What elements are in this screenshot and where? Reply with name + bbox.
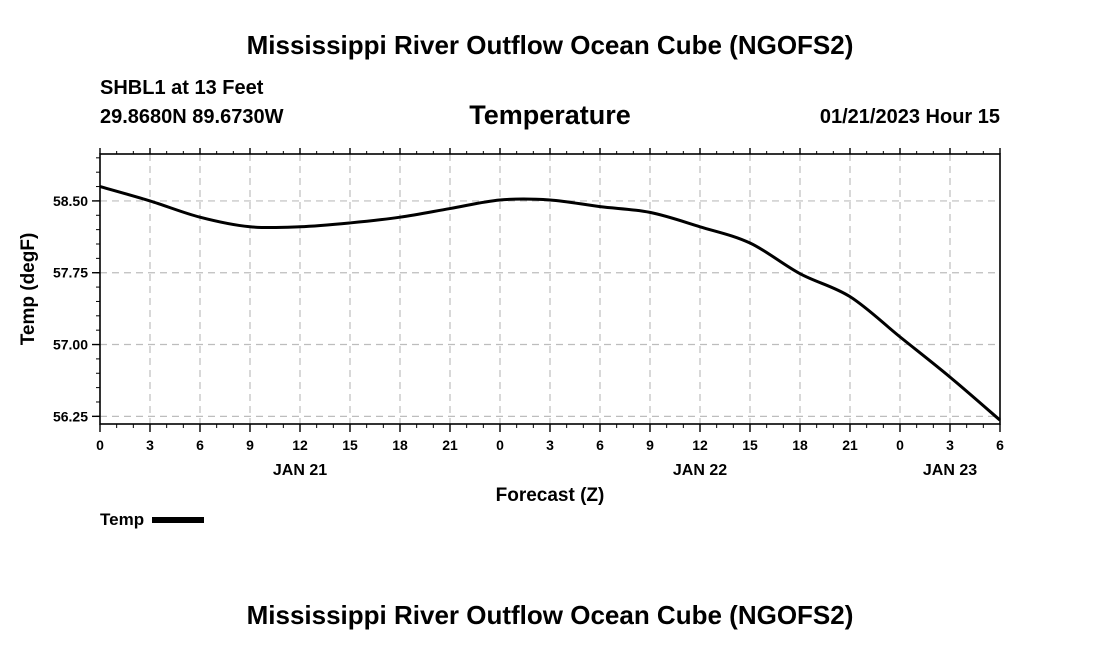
variable-title: Temperature xyxy=(469,100,631,130)
x-tick-label: 18 xyxy=(792,437,808,453)
main-title: Mississippi River Outflow Ocean Cube (NG… xyxy=(246,30,854,60)
x-tick-label: 6 xyxy=(196,437,204,453)
x-tick-label: 0 xyxy=(896,437,904,453)
x-tick-label: 3 xyxy=(146,437,154,453)
day-label-2: JAN 23 xyxy=(923,462,977,479)
legend-line-swatch xyxy=(152,517,205,523)
x-tick-label: 18 xyxy=(392,437,408,453)
y-tick-label: 57.75 xyxy=(53,265,88,281)
y-axis-title: Temp (degF) xyxy=(18,233,39,346)
y-tick-label: 58.50 xyxy=(53,193,88,209)
x-tick-label: 12 xyxy=(292,437,308,453)
series-line-temp xyxy=(99,185,1001,422)
station-label: SHBL1 at 13 Feet xyxy=(100,77,264,99)
x-tick-label: 21 xyxy=(442,437,458,453)
forecast-datetime: 01/21/2023 Hour 15 xyxy=(819,106,1000,128)
x-tick-label: 9 xyxy=(246,437,254,453)
x-tick-label: 9 xyxy=(646,437,654,453)
x-tick-label: 15 xyxy=(342,437,358,453)
x-tick-label: 15 xyxy=(742,437,758,453)
y-tick-label: 56.25 xyxy=(53,408,88,424)
station-coordinates: 29.8680N 89.6730W xyxy=(100,106,284,128)
x-tick-label: 6 xyxy=(996,437,1004,453)
day-label-0: JAN 21 xyxy=(273,462,327,479)
chart-legend: Temp xyxy=(100,510,205,530)
x-tick-label: 6 xyxy=(596,437,604,453)
legend-label: Temp xyxy=(100,510,145,529)
footer-title: Mississippi River Outflow Ocean Cube (NG… xyxy=(246,600,854,630)
day-label-1: JAN 22 xyxy=(673,462,727,479)
x-tick-label: 12 xyxy=(692,437,708,453)
x-axis-title: Forecast (Z) xyxy=(496,485,605,506)
x-tick-label: 21 xyxy=(842,437,858,453)
x-tick-label: 3 xyxy=(546,437,554,453)
y-tick-label: 57.00 xyxy=(53,337,88,353)
x-tick-label: 3 xyxy=(946,437,954,453)
x-tick-label: 0 xyxy=(496,437,504,453)
x-tick-label: 0 xyxy=(96,437,104,453)
